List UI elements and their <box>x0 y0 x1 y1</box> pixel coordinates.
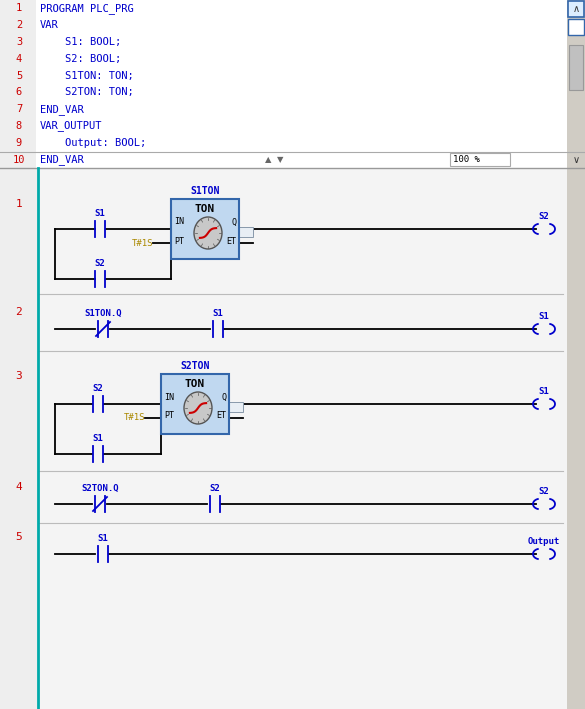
Text: 2: 2 <box>16 307 22 317</box>
Text: 2: 2 <box>16 20 22 30</box>
Text: PT: PT <box>174 237 184 245</box>
Text: S1: S1 <box>92 434 104 443</box>
Text: END_VAR: END_VAR <box>40 154 84 165</box>
Text: ∨: ∨ <box>573 155 580 165</box>
Ellipse shape <box>184 392 212 424</box>
Text: S1: S1 <box>95 209 105 218</box>
FancyBboxPatch shape <box>0 0 567 709</box>
Ellipse shape <box>194 217 222 249</box>
Text: S2: S2 <box>539 487 549 496</box>
FancyBboxPatch shape <box>0 0 36 168</box>
Text: S1TON: TON;: S1TON: TON; <box>40 71 134 81</box>
Text: TON: TON <box>185 379 205 389</box>
Text: S1TON: S1TON <box>190 186 220 196</box>
FancyBboxPatch shape <box>0 168 567 709</box>
Text: Q: Q <box>221 393 226 401</box>
Text: ET: ET <box>226 237 236 245</box>
FancyBboxPatch shape <box>239 227 253 237</box>
Text: S1: S1 <box>539 386 549 396</box>
Text: IN: IN <box>164 393 174 401</box>
Text: S2: S2 <box>209 484 221 493</box>
Text: 4: 4 <box>16 482 22 492</box>
Text: S2TON: TON;: S2TON: TON; <box>40 87 134 97</box>
FancyBboxPatch shape <box>450 153 510 166</box>
Text: 8: 8 <box>16 121 22 131</box>
Text: 4: 4 <box>16 54 22 64</box>
Text: S2: S2 <box>95 259 105 268</box>
Text: VAR: VAR <box>40 20 58 30</box>
Text: VAR_OUTPUT: VAR_OUTPUT <box>40 121 102 131</box>
Text: 10: 10 <box>13 155 25 164</box>
Text: 1: 1 <box>16 4 22 13</box>
Text: S2TON: S2TON <box>180 361 209 371</box>
Text: Q: Q <box>231 218 236 226</box>
Text: TON: TON <box>195 204 215 214</box>
FancyBboxPatch shape <box>569 45 583 90</box>
FancyBboxPatch shape <box>229 402 243 412</box>
FancyBboxPatch shape <box>161 374 229 434</box>
FancyBboxPatch shape <box>568 1 584 17</box>
Text: IN: IN <box>174 218 184 226</box>
FancyBboxPatch shape <box>0 168 38 709</box>
Text: S1: S1 <box>98 534 108 543</box>
FancyBboxPatch shape <box>568 19 584 35</box>
Text: 5: 5 <box>16 71 22 81</box>
Text: ∧: ∧ <box>573 4 580 14</box>
Text: S2TON.Q: S2TON.Q <box>81 484 119 493</box>
Text: 1: 1 <box>16 199 22 209</box>
Text: 9: 9 <box>16 138 22 147</box>
Text: ET: ET <box>216 411 226 420</box>
Text: 5: 5 <box>16 532 22 542</box>
Text: S2: BOOL;: S2: BOOL; <box>40 54 121 64</box>
Text: Output: BOOL;: Output: BOOL; <box>40 138 146 147</box>
FancyBboxPatch shape <box>171 199 239 259</box>
Text: ▼: ▼ <box>277 155 283 164</box>
Text: PT: PT <box>164 411 174 420</box>
Text: S1: BOOL;: S1: BOOL; <box>40 37 121 47</box>
Text: S1: S1 <box>539 312 549 320</box>
Text: END_VAR: END_VAR <box>40 104 84 115</box>
FancyBboxPatch shape <box>567 0 585 709</box>
Text: ▲: ▲ <box>265 155 271 164</box>
Text: S2: S2 <box>92 384 104 393</box>
Text: PROGRAM PLC_PRG: PROGRAM PLC_PRG <box>40 3 134 14</box>
Text: 3: 3 <box>16 37 22 47</box>
Text: Output: Output <box>528 537 560 546</box>
Text: S1TON.Q: S1TON.Q <box>84 309 122 318</box>
Text: T#1S: T#1S <box>132 238 153 247</box>
Text: 100 %: 100 % <box>453 155 480 164</box>
Text: 3: 3 <box>16 371 22 381</box>
Text: T#1S: T#1S <box>123 413 145 423</box>
Text: 6: 6 <box>16 87 22 97</box>
Text: S1: S1 <box>212 309 223 318</box>
Text: S2: S2 <box>539 212 549 220</box>
Text: 7: 7 <box>16 104 22 114</box>
